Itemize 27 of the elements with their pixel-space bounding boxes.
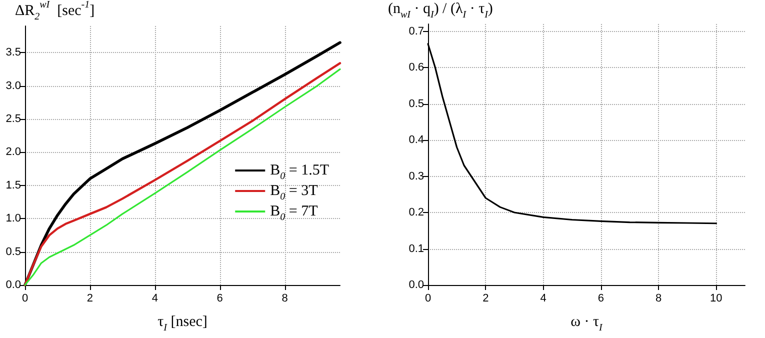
y-tick-label: 0.5 — [408, 98, 424, 110]
x-tick-label: 8 — [655, 292, 662, 304]
x-tick-label: 4 — [540, 292, 546, 304]
y-tick-label: 0.3 — [408, 170, 424, 182]
y-tick-label: 2.5 — [6, 112, 21, 125]
x-tick-label: 0 — [22, 292, 28, 304]
y-tick-label: 0.0 — [408, 279, 424, 291]
y-tick-label: 0.5 — [6, 246, 21, 258]
x-tick-label: 0 — [424, 292, 432, 304]
x-tick-label: 8 — [282, 292, 288, 304]
y-tick-label: 0.2 — [408, 206, 424, 218]
x-tick-label: 2 — [86, 292, 94, 304]
x-tick-label: 6 — [216, 292, 223, 304]
y-tick-label: 3.0 — [6, 80, 21, 92]
x-tick-label: 4 — [152, 292, 158, 304]
x-tick-label: 6 — [598, 292, 604, 304]
y-tick-label: 2.0 — [6, 146, 21, 158]
y-tick-label: 1.5 — [6, 179, 21, 192]
x-tick-label: 2 — [482, 292, 489, 304]
y-tick-label: 0.4 — [408, 134, 424, 146]
y-tick-label: 0.6 — [408, 62, 424, 74]
y-tick-label: 1.0 — [6, 212, 21, 225]
y-tick-label: 3.5 — [6, 46, 21, 59]
y-tick-label: 0.0 — [6, 279, 21, 291]
x-tick-label: 10 — [710, 292, 722, 304]
y-tick-label: 0.1 — [408, 242, 424, 255]
y-tick-label: 0.7 — [408, 25, 424, 38]
